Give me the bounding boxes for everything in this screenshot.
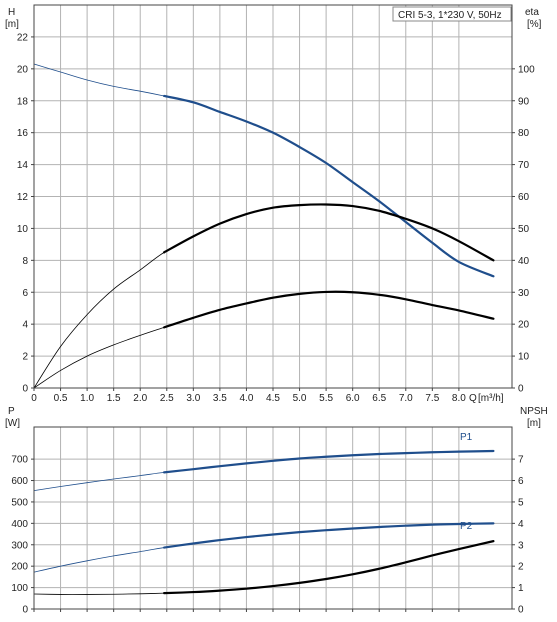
- top-right-tick-label: 50: [518, 224, 530, 235]
- series-label-p2: P2: [460, 521, 473, 532]
- bottom-ticks: 0 100 200 300 400 500 600 700 0 1 2 3 4 5 6 7: [11, 455, 524, 616]
- chart-title: CRI 5-3, 1*230 V, 50Hz: [398, 10, 502, 21]
- bottom-right-tick-label: 1: [518, 583, 524, 594]
- top-right-tick-label: 40: [518, 256, 530, 267]
- top-series-2-duty-curve: [163, 290, 495, 329]
- bottom-right-tick-label: 4: [518, 519, 524, 530]
- top-series-0-duty-curve: [163, 94, 495, 278]
- x-tick-label: 6.5: [372, 393, 386, 404]
- top-left-tick-label: 16: [17, 128, 29, 139]
- bottom-series-0-duty-curve: [163, 449, 495, 474]
- top-curves: [33, 63, 495, 389]
- top-right-axis-unit: [%]: [527, 19, 542, 30]
- x-tick-label: 7.0: [399, 393, 413, 404]
- bottom-grid: [34, 427, 512, 609]
- top-left-tick-label: 20: [17, 64, 29, 75]
- top-ticks: 0 0.5 1.0 1.5 2.0 2.5 3.0 3.5 4.0 4.5 5.0 5.5 6.0 6.5…: [17, 32, 535, 404]
- bottom-right-axis-name: NPSH: [520, 406, 548, 417]
- top-left-tick-label: 18: [17, 96, 29, 107]
- top-left-tick-label: 2: [22, 352, 28, 363]
- top-series-2-full-curve: [33, 291, 494, 389]
- x-tick-label: 7.5: [425, 393, 439, 404]
- bottom-left-tick-label: 700: [11, 455, 28, 466]
- x-tick-label: 2.0: [133, 393, 147, 404]
- top-left-tick-label: 22: [17, 32, 29, 43]
- x-axis-name: Q: [469, 393, 477, 404]
- x-tick-label: 0: [31, 393, 37, 404]
- bottom-right-tick-label: 5: [518, 497, 524, 508]
- bottom-series-1-duty-curve: [163, 522, 495, 549]
- bottom-right-tick-label: 2: [518, 562, 524, 573]
- bottom-right-tick-label: 7: [518, 455, 524, 466]
- x-tick-label: 6.0: [346, 393, 360, 404]
- bottom-left-tick-label: 400: [11, 519, 28, 530]
- bottom-right-axis-unit: [m]: [527, 418, 541, 429]
- top-left-axis-unit: [m]: [5, 19, 19, 30]
- top-left-tick-label: 12: [17, 192, 29, 203]
- x-axis-unit: [m³/h]: [478, 393, 504, 404]
- x-tick-label: 4.0: [239, 393, 253, 404]
- top-right-axis-name: eta: [525, 7, 539, 18]
- bottom-right-tick-label: 6: [518, 476, 524, 487]
- bottom-left-tick-label: 500: [11, 497, 28, 508]
- bottom-series-0-full-curve: [33, 450, 494, 491]
- x-tick-label: 3.5: [213, 393, 227, 404]
- top-series-0-full-curve: [33, 63, 494, 277]
- bottom-left-tick-label: 0: [22, 605, 28, 616]
- bottom-left-tick-label: 100: [11, 583, 28, 594]
- top-series-1-duty-curve: [163, 203, 495, 262]
- bottom-curves: [33, 449, 495, 595]
- bottom-right-tick-label: 0: [518, 605, 524, 616]
- top-grid: [34, 5, 512, 388]
- x-tick-label: 1.5: [107, 393, 121, 404]
- x-tick-label: 4.5: [266, 393, 280, 404]
- bottom-left-axis-unit: [W]: [5, 418, 20, 429]
- x-tick-label: 0.5: [54, 393, 68, 404]
- top-right-tick-label: 30: [518, 288, 530, 299]
- top-left-tick-label: 6: [22, 288, 28, 299]
- top-left-tick-label: 14: [17, 160, 29, 171]
- top-series-1-full-curve: [33, 204, 494, 389]
- x-tick-label: 2.5: [160, 393, 174, 404]
- top-left-tick-label: 0: [22, 384, 28, 395]
- bottom-right-tick-label: 3: [518, 540, 524, 551]
- top-right-tick-label: 80: [518, 128, 530, 139]
- x-tick-label: 5.0: [293, 393, 307, 404]
- top-left-tick-label: 4: [22, 320, 28, 331]
- bottom-left-tick-label: 600: [11, 476, 28, 487]
- bottom-left-tick-label: 200: [11, 562, 28, 573]
- x-tick-label: 5.5: [319, 393, 333, 404]
- top-left-tick-label: 10: [17, 224, 29, 235]
- top-right-tick-label: 90: [518, 96, 530, 107]
- bottom-series-1-full-curve: [33, 522, 494, 573]
- top-left-axis-name: H: [8, 7, 15, 18]
- top-right-tick-label: 100: [518, 64, 535, 75]
- top-left-tick-label: 8: [22, 256, 28, 267]
- top-right-tick-label: 60: [518, 192, 530, 203]
- top-right-tick-label: 0: [518, 384, 524, 395]
- chart-title-box: [392, 6, 512, 22]
- x-tick-label: 1.0: [80, 393, 94, 404]
- bottom-series-2-duty-curve: [163, 540, 495, 595]
- bottom-left-axis-name: P: [8, 406, 15, 417]
- x-tick-label: 3.0: [186, 393, 200, 404]
- series-label-p1: P1: [460, 432, 473, 443]
- x-tick-label: 8.0: [452, 393, 466, 404]
- top-right-tick-label: 20: [518, 320, 530, 331]
- top-right-tick-label: 70: [518, 160, 530, 171]
- top-right-tick-label: 10: [518, 352, 530, 363]
- bottom-left-tick-label: 300: [11, 540, 28, 551]
